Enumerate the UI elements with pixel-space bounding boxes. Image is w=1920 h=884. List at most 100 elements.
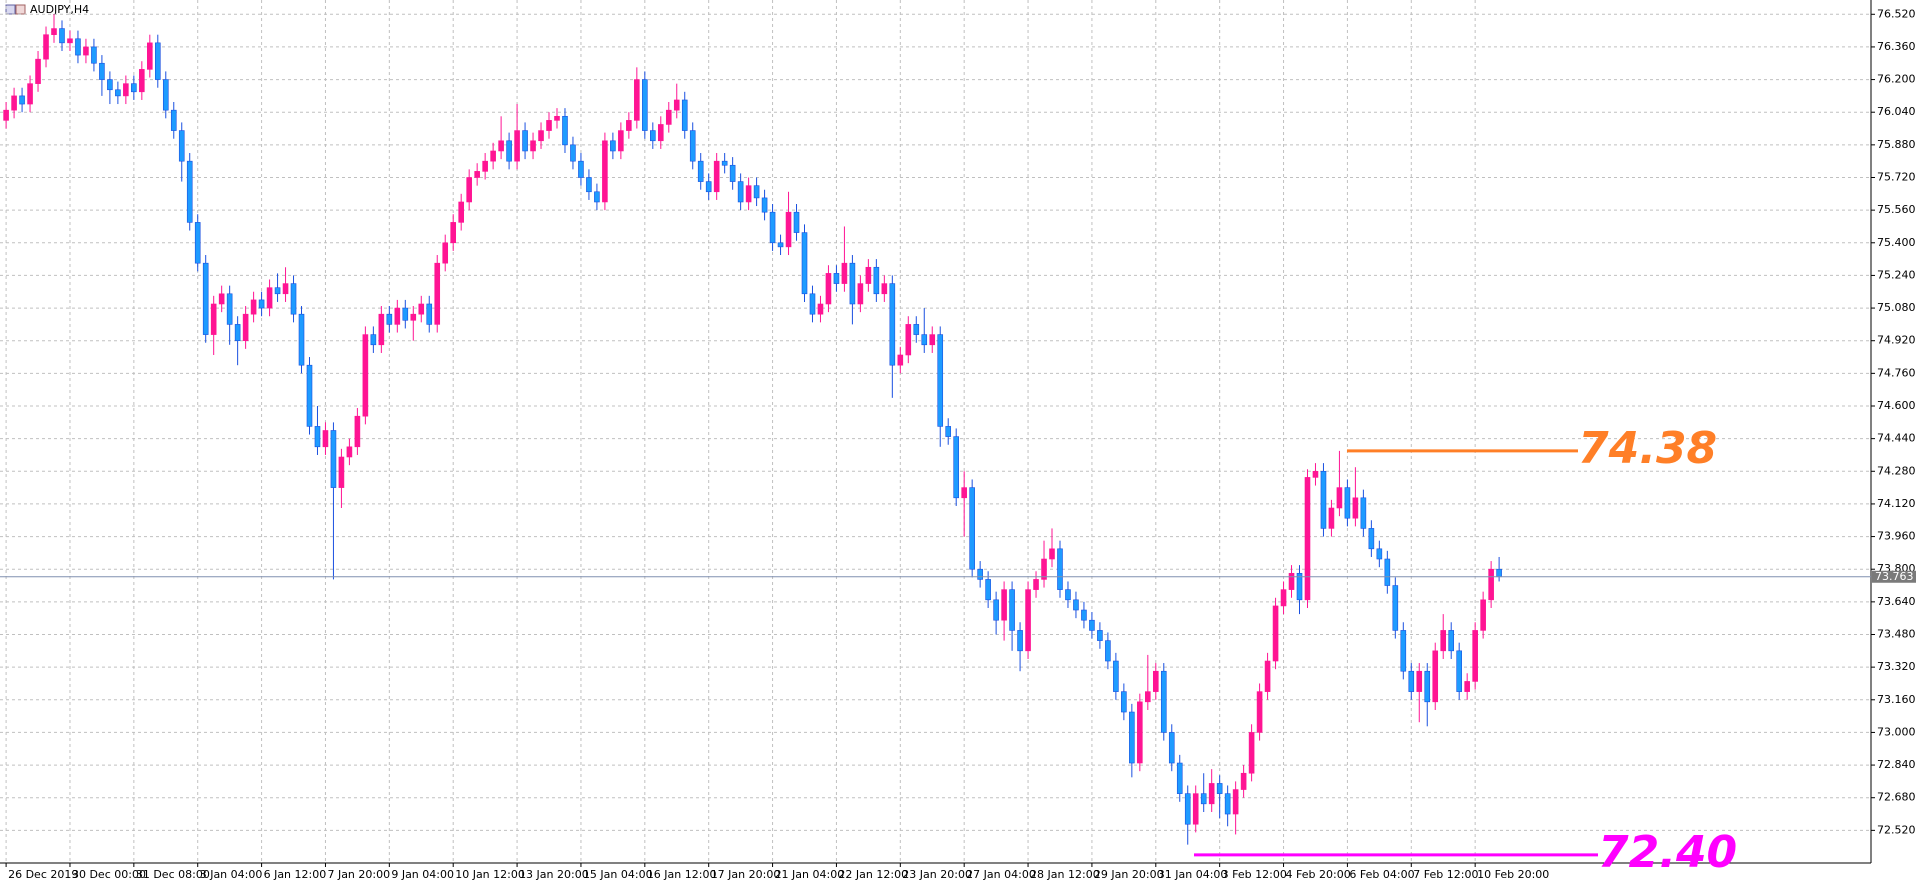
x-tick-label: 3 Jan 04:00 [200,868,263,881]
candle-body [865,266,872,284]
candle-body [426,303,433,325]
candle-body [785,211,792,248]
candle-body [330,430,337,488]
candle-body [1073,599,1079,611]
candle-body [1009,589,1015,631]
candle-body [1224,793,1231,815]
x-tick-label: 10 Feb 20:00 [1477,868,1549,881]
candle-body [921,334,928,346]
candle-body [147,42,153,70]
candle-body [370,334,377,346]
candle-body [1360,497,1367,529]
candle-body [234,324,241,342]
candle-body [410,313,417,321]
candle-body [306,364,313,427]
candle-body [1105,640,1111,662]
candle-body [801,232,808,295]
candle-body [1081,609,1087,621]
y-tick-label: 74.600 [1877,399,1916,412]
candle-body [1464,681,1470,692]
y-tick-label: 75.400 [1877,236,1916,249]
candle-body [43,34,49,60]
y-tick-label: 75.720 [1877,170,1916,183]
x-tick-label: 7 Feb 12:00 [1413,868,1478,881]
candle-body [1057,548,1063,590]
candle-body [618,130,624,152]
y-tick-label: 76.040 [1877,105,1916,118]
candle-body [673,99,680,111]
candle-body [977,568,983,580]
candle-body [458,201,464,223]
x-tick-label: 27 Jan 04:00 [966,868,1036,881]
candle-body [99,62,105,80]
candle-body [258,299,265,309]
candle-body [610,140,616,152]
candle-body [961,487,967,499]
y-tick-label: 72.840 [1877,758,1916,771]
candle-body [354,415,361,448]
candle-body [626,120,632,131]
candle-body [35,58,41,84]
candle-body [282,283,289,295]
candle-body [905,324,912,356]
x-tick-label: 6 Jan 12:00 [264,868,327,881]
candle-body [721,160,728,166]
candle-body [1168,732,1175,764]
candle-body [314,426,321,448]
candle-body [689,130,696,162]
candle-body [1432,650,1439,703]
candle-body [1296,572,1303,601]
candle-body [178,130,185,162]
x-tick-label: 30 Dec 00:00 [72,868,146,881]
candle-body [11,95,17,111]
candle-body [266,287,273,309]
y-tick-label: 73.000 [1877,725,1916,738]
candle-body [881,283,888,295]
candle-body [1424,670,1431,703]
y-tick-label: 76.200 [1877,73,1916,86]
candle-body [913,324,920,335]
candle-body [3,109,9,121]
candle-body [817,303,824,315]
candle-body [1256,691,1263,733]
candle-body [59,28,65,44]
y-tick-label: 72.520 [1877,823,1916,836]
y-tick-label: 73.480 [1877,627,1916,640]
x-tick-label: 15 Jan 04:00 [583,868,653,881]
x-tick-label: 21 Jan 04:00 [775,868,845,881]
y-tick-label: 75.080 [1877,301,1916,314]
last-price-label: 73.763 [1875,570,1914,583]
x-tick-label: 4 Feb 20:00 [1286,868,1351,881]
candle-body [825,273,832,305]
candle-body [634,79,640,121]
level-label: 74.38 [1578,423,1717,474]
candle-body [578,160,584,178]
x-tick-label: 3 Feb 12:00 [1222,868,1287,881]
candle-body [1129,711,1135,764]
candle-body [642,79,648,131]
candle-body [1200,793,1207,805]
candle-body [1248,732,1255,774]
candle-body [841,262,848,284]
candle-body [562,115,568,146]
candle-body [450,222,457,244]
candle-body [1049,548,1055,560]
y-tick-label: 74.280 [1877,464,1916,477]
candle-body [705,181,712,193]
candle-body [737,181,744,203]
candle-body [1400,630,1407,672]
y-tick-label: 75.560 [1877,203,1916,216]
candle-body [1240,772,1247,790]
y-tick-label: 73.640 [1877,595,1916,608]
candle-body [194,222,201,264]
candle-body [1320,470,1327,529]
candle-body [290,283,297,315]
candle-body [594,191,600,203]
candle-body [650,130,656,142]
level-label: 72.40 [1598,827,1737,878]
candle-body [434,262,441,325]
x-tick-label: 10 Jan 12:00 [455,868,525,881]
candle-body [586,177,592,193]
candle-body [51,28,57,35]
